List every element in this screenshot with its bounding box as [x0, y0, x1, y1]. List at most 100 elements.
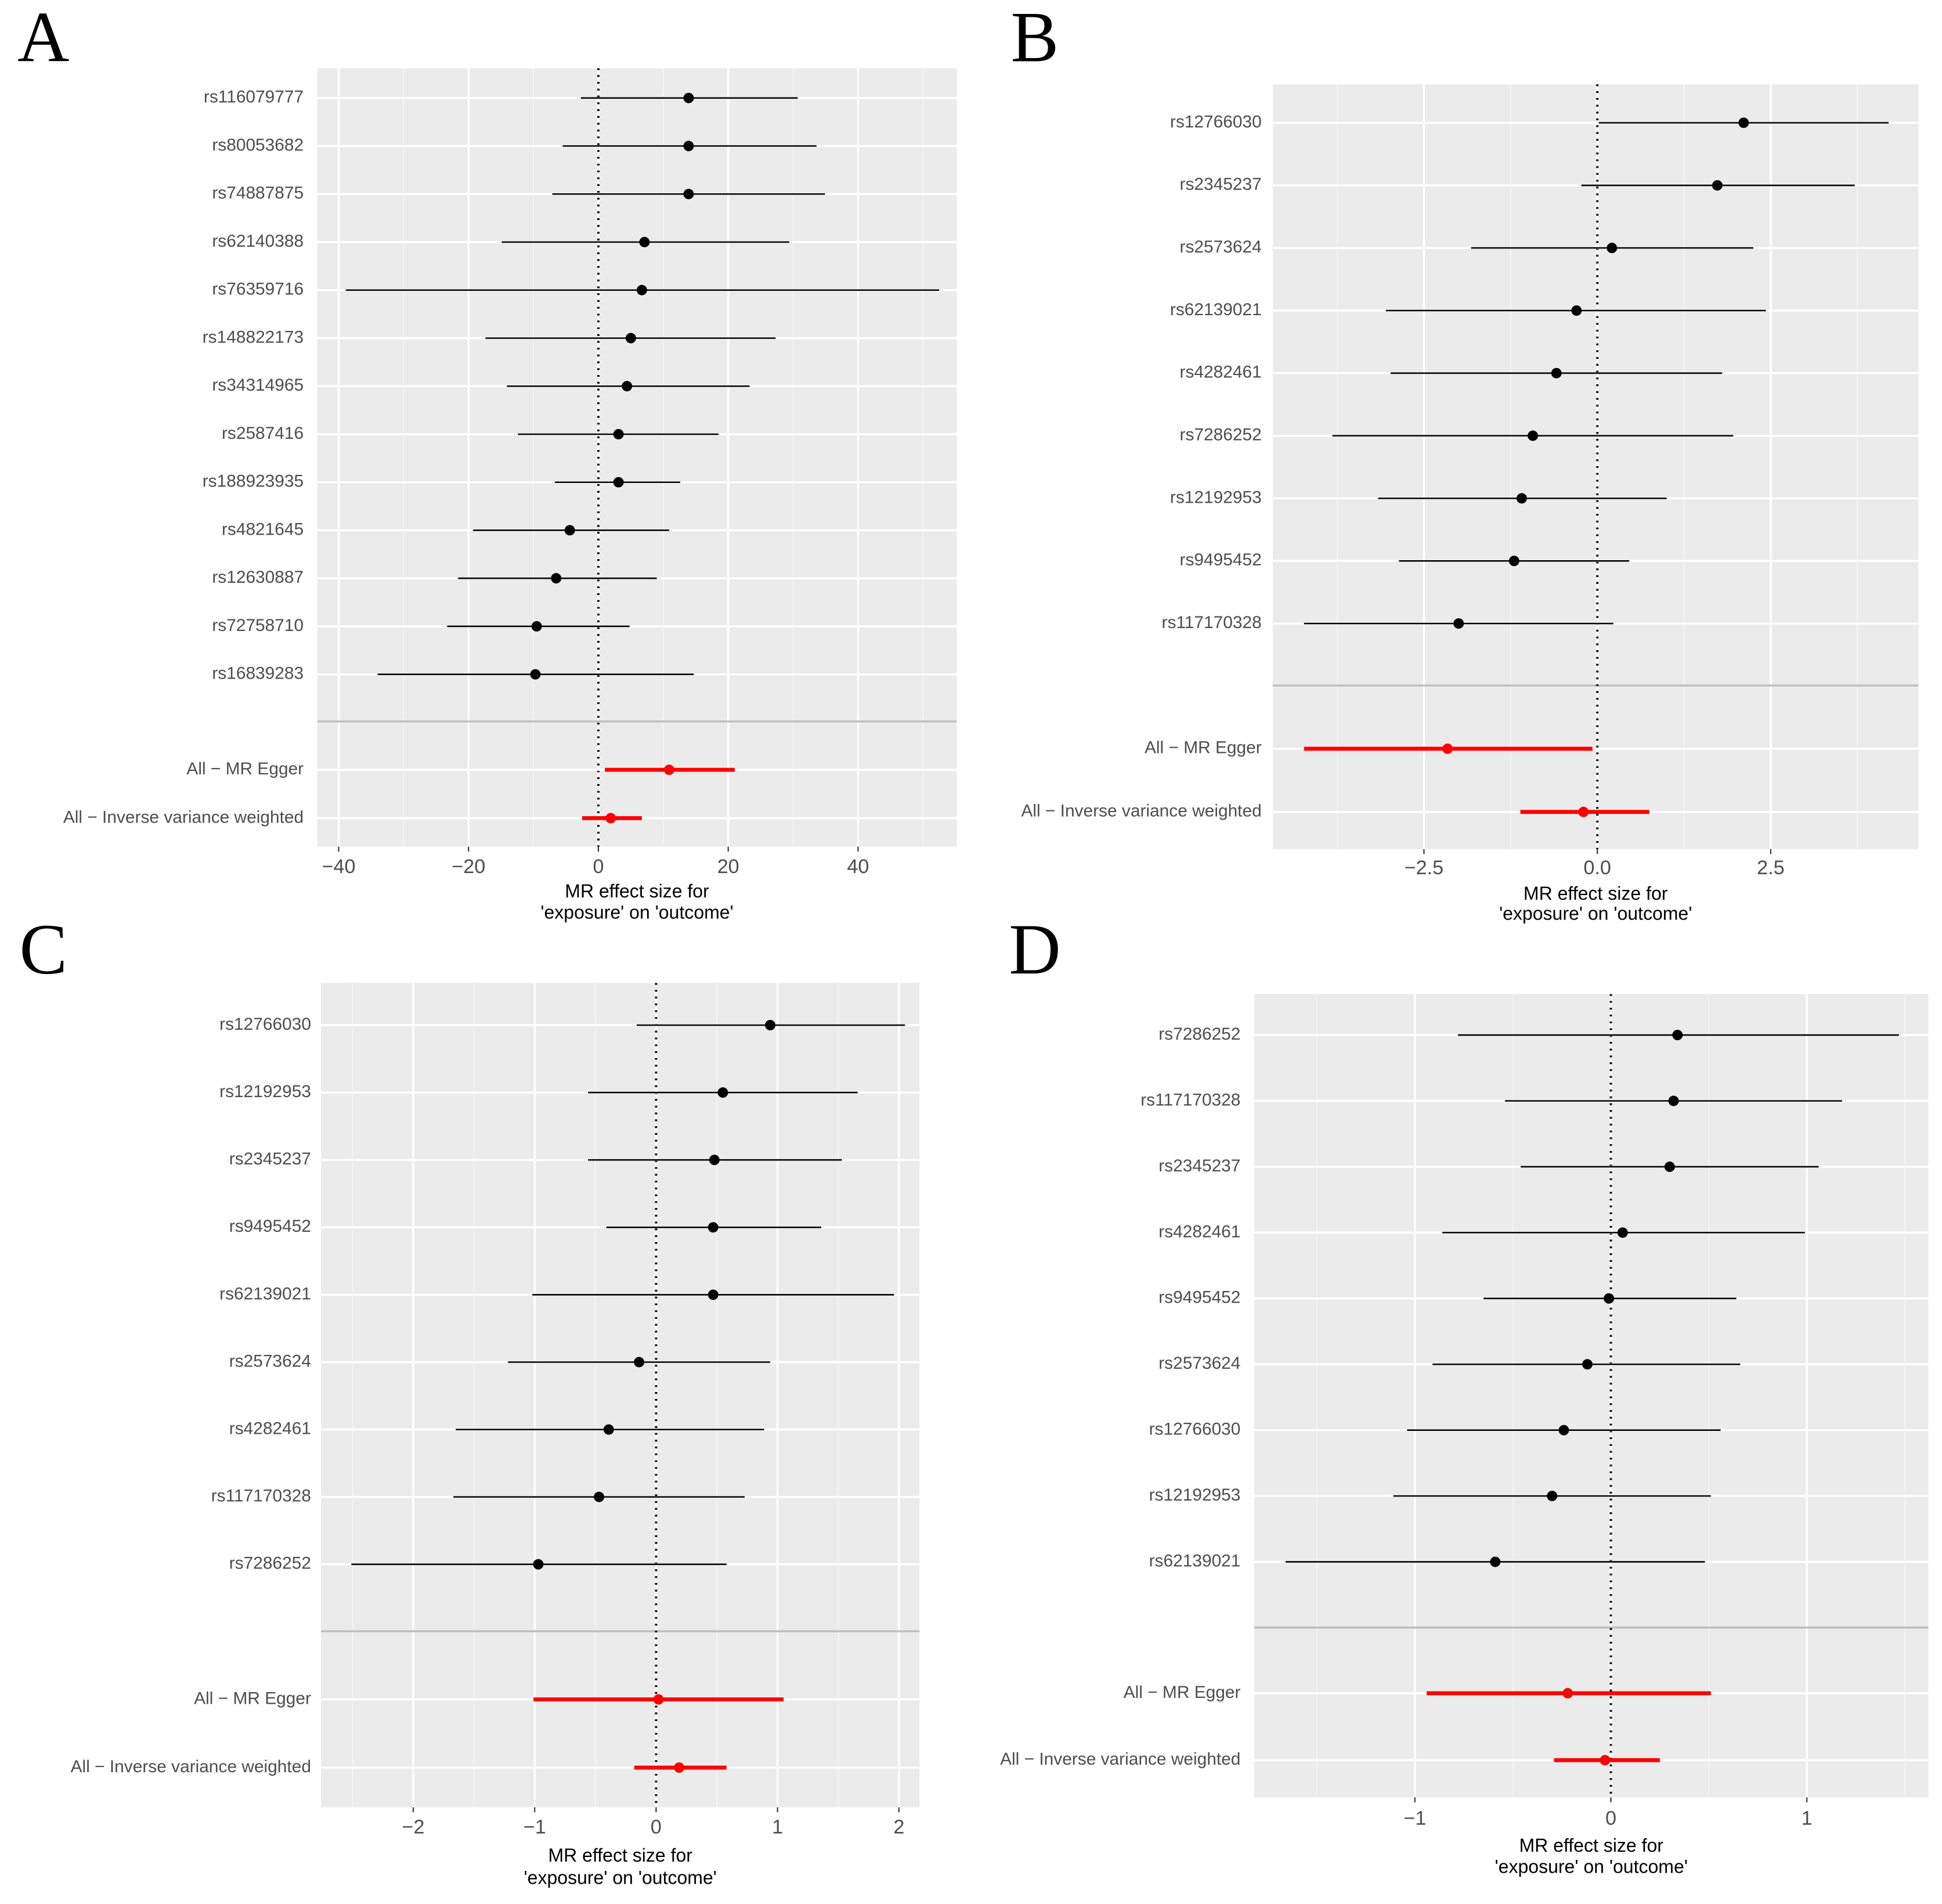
- row-label: rs2345237: [1158, 1156, 1240, 1175]
- row-label: rs62139021: [219, 1284, 311, 1303]
- x-tick-label: −1: [1403, 1808, 1426, 1830]
- row-label: rs2573624: [229, 1351, 311, 1371]
- row-label: rs76359716: [212, 280, 304, 299]
- x-tick-label: 2.5: [1757, 857, 1784, 879]
- row-label: All − MR Egger: [194, 1689, 311, 1708]
- point-estimate: [708, 1222, 719, 1233]
- point-estimate: [551, 573, 562, 584]
- point-estimate: [1442, 743, 1453, 754]
- x-axis-label: 'exposure' on 'outcome': [540, 901, 733, 922]
- x-tick-label: 0: [651, 1816, 662, 1838]
- row-label: rs117170328: [1140, 1090, 1240, 1109]
- row-label: rs16839283: [212, 664, 304, 683]
- row-label: All − Inverse variance weighted: [1000, 1750, 1240, 1769]
- x-tick-label: 1: [1802, 1808, 1813, 1830]
- point-estimate: [622, 381, 633, 392]
- point-estimate: [1571, 305, 1582, 316]
- point-estimate: [636, 284, 647, 295]
- point-estimate: [613, 429, 624, 439]
- row-label: rs117170328: [1162, 613, 1262, 632]
- row-label: rs12766030: [1149, 1420, 1241, 1439]
- row-label: rs74887875: [212, 183, 304, 203]
- row-label: rs72758710: [212, 616, 304, 635]
- row-label: rs12630887: [212, 568, 304, 587]
- panel-label: C: [19, 910, 67, 989]
- row-label: rs12766030: [1170, 112, 1262, 131]
- plot-background: [317, 68, 957, 847]
- point-estimate: [594, 1491, 605, 1502]
- row-label: All − Inverse variance weighted: [63, 807, 304, 827]
- point-estimate: [674, 1762, 685, 1773]
- plot-background: [1254, 994, 1929, 1798]
- point-estimate: [765, 1020, 776, 1030]
- row-label: All − MR Egger: [186, 759, 304, 778]
- x-axis-label: MR effect size for: [1524, 883, 1668, 904]
- point-estimate: [683, 140, 694, 152]
- row-label: rs12766030: [219, 1015, 311, 1034]
- point-estimate: [613, 477, 624, 488]
- x-axis-label: 'exposure' on 'outcome': [1499, 903, 1692, 924]
- x-tick-label: −20: [452, 856, 485, 878]
- point-estimate: [1558, 1425, 1569, 1436]
- x-tick-label: −40: [322, 856, 356, 878]
- point-estimate: [1738, 117, 1749, 128]
- row-label: rs2573624: [1180, 237, 1262, 257]
- panel-label: B: [1011, 0, 1059, 77]
- point-estimate: [1453, 618, 1464, 629]
- point-estimate: [1617, 1227, 1628, 1238]
- row-label: rs9495452: [229, 1217, 311, 1236]
- row-label: rs9495452: [1158, 1288, 1240, 1307]
- x-tick-label: −1: [524, 1816, 546, 1838]
- point-estimate: [683, 92, 694, 103]
- plot-background: [321, 983, 920, 1808]
- point-estimate: [663, 765, 674, 776]
- row-label: rs12192953: [1149, 1485, 1241, 1505]
- row-label: rs62139021: [1170, 300, 1262, 319]
- point-estimate: [1508, 556, 1519, 567]
- panel-label: A: [17, 0, 69, 77]
- row-label: rs34314965: [212, 376, 304, 395]
- row-label: rs2345237: [229, 1149, 311, 1169]
- row-label: rs116079777: [204, 88, 304, 107]
- x-tick-label: −2: [402, 1816, 425, 1838]
- point-estimate: [1664, 1161, 1675, 1172]
- point-estimate: [708, 1289, 719, 1300]
- x-tick-label: 1: [772, 1816, 783, 1838]
- row-label: rs117170328: [211, 1487, 311, 1506]
- row-label: All − Inverse variance weighted: [71, 1757, 311, 1776]
- point-estimate: [1551, 367, 1562, 378]
- x-tick-label: 2: [893, 1816, 904, 1838]
- x-tick-label: 0: [1605, 1808, 1616, 1830]
- point-estimate: [1528, 430, 1539, 441]
- point-estimate: [531, 621, 542, 632]
- row-label: rs4282461: [229, 1419, 311, 1438]
- row-label: All − Inverse variance weighted: [1021, 802, 1261, 821]
- row-label: rs12192953: [1170, 488, 1262, 507]
- point-estimate: [634, 1357, 645, 1368]
- x-tick-label: 20: [717, 856, 739, 878]
- row-label: rs12192953: [219, 1082, 311, 1101]
- row-label: All − MR Egger: [1145, 738, 1262, 758]
- point-estimate: [1578, 806, 1589, 817]
- point-estimate: [683, 189, 694, 200]
- row-label: rs7286252: [1158, 1025, 1240, 1044]
- point-estimate: [530, 669, 541, 680]
- x-axis-label: 'exposure' on 'outcome': [524, 1867, 717, 1888]
- point-estimate: [1547, 1491, 1558, 1502]
- row-label: rs2587416: [222, 424, 304, 443]
- point-estimate: [605, 813, 616, 824]
- row-label: rs7286252: [229, 1554, 311, 1573]
- row-label: rs9495452: [1180, 550, 1262, 569]
- point-estimate: [1600, 1755, 1611, 1766]
- row-label: rs62140388: [212, 232, 304, 251]
- row-label: rs4821645: [222, 520, 304, 539]
- row-label: rs148822173: [203, 327, 304, 347]
- point-estimate: [1582, 1359, 1593, 1370]
- row-label: rs2573624: [1158, 1354, 1240, 1373]
- row-label: rs4282461: [1158, 1222, 1240, 1241]
- x-axis-label: 'exposure' on 'outcome': [1495, 1856, 1688, 1877]
- row-label: rs188923935: [203, 472, 304, 491]
- point-estimate: [717, 1087, 728, 1098]
- point-estimate: [1490, 1556, 1501, 1567]
